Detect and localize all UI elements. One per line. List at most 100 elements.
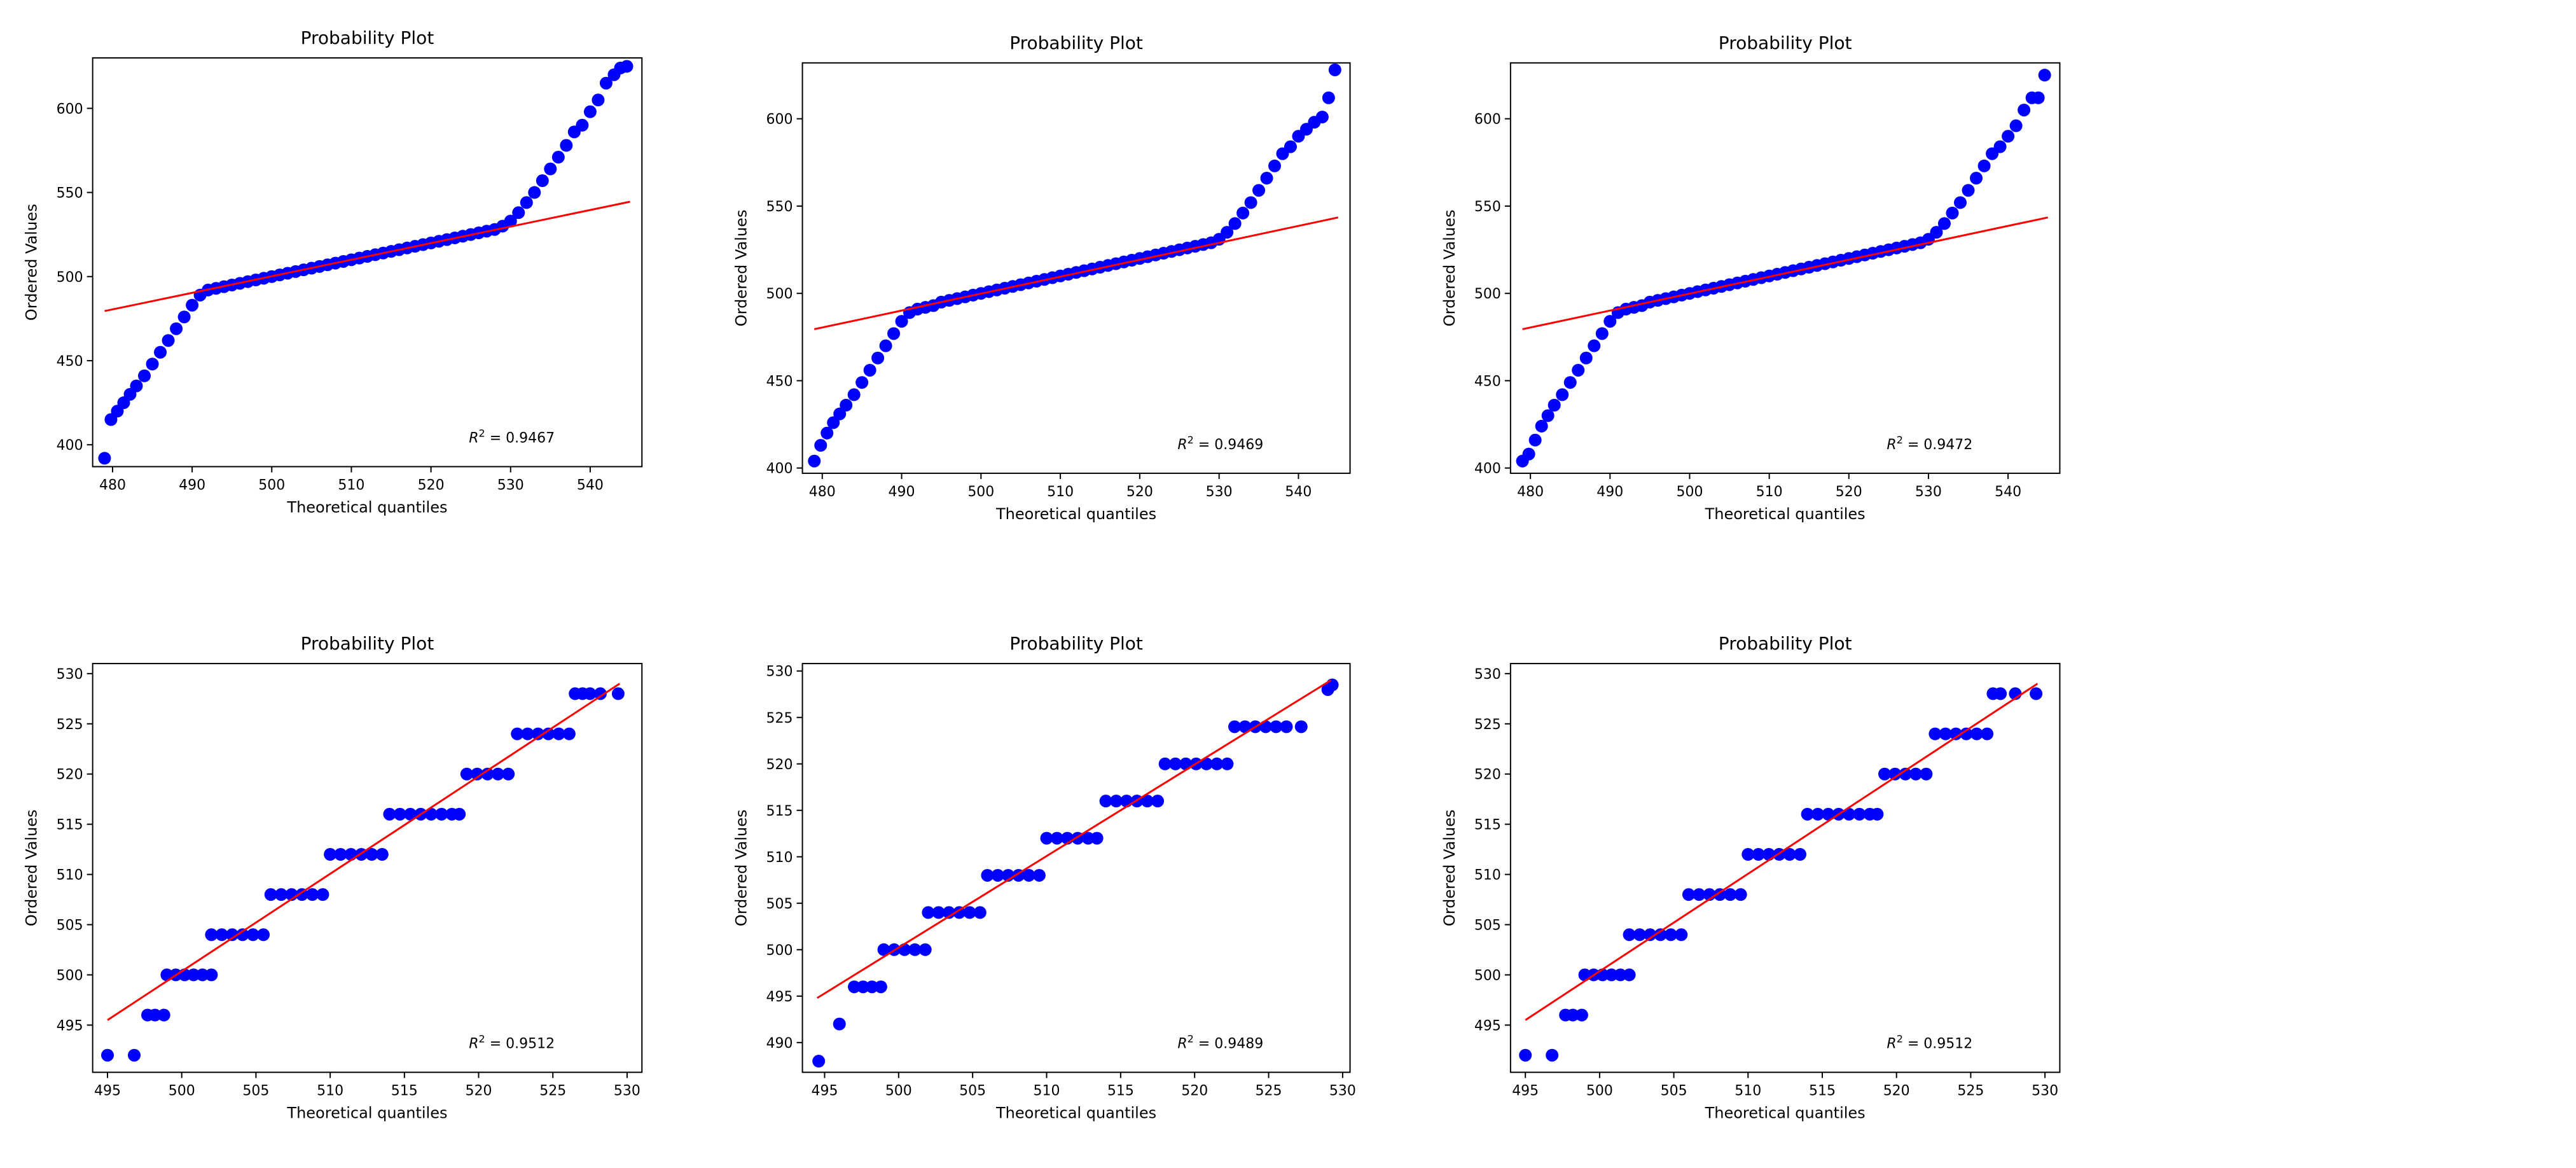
data-point (481, 767, 494, 781)
data-point (1522, 447, 1535, 461)
y-tick-label: 600 (57, 101, 83, 117)
data-point (1236, 206, 1250, 219)
data-point (215, 928, 228, 942)
data-point (1541, 409, 1555, 422)
data-point (1588, 339, 1601, 352)
data-point (186, 298, 199, 312)
data-point (973, 906, 987, 919)
x-tick-label: 505 (959, 1083, 986, 1099)
data-point (1328, 63, 1341, 76)
data-point (814, 439, 828, 452)
data-point (1168, 757, 1182, 770)
data-point (1546, 1048, 1559, 1062)
data-point (1888, 767, 1902, 781)
data-point (1284, 140, 1297, 153)
y-tick-label: 525 (57, 717, 83, 733)
data-point (1228, 720, 1242, 733)
data-point (520, 196, 533, 209)
plot-panel-1: Probability Plot 480 490 500 510 520 530 540 400… (23, 27, 643, 517)
x-tick-label: 495 (94, 1083, 121, 1099)
x-tick-label: 540 (1995, 484, 2021, 500)
data-point (98, 452, 111, 465)
data-point (1994, 687, 2007, 700)
x-tick-label: 510 (1735, 1083, 1761, 1099)
plot-frame (801, 663, 1351, 1073)
data-point (146, 358, 159, 371)
data-point (855, 376, 869, 389)
data-point (1623, 928, 1636, 942)
plot-frame (801, 62, 1351, 474)
data-point (187, 968, 200, 982)
x-tick-label: 490 (1596, 484, 1623, 500)
x-axis-label: Theoretical quantiles (995, 505, 1156, 523)
data-point (531, 727, 544, 740)
data-point (863, 363, 876, 377)
data-point (101, 1048, 114, 1062)
data-point (177, 310, 191, 324)
data-point (1268, 159, 1282, 172)
plot-title: Probability Plot (1719, 32, 1852, 53)
x-tick-label: 510 (1047, 484, 1074, 500)
y-tick-label: 510 (766, 850, 793, 866)
plot-title: Probability Plot (1009, 32, 1143, 53)
data-point (511, 727, 524, 740)
data-point (877, 943, 890, 956)
data-point (275, 888, 288, 901)
data-point (2030, 687, 2043, 700)
y-tick-label: 500 (57, 968, 83, 984)
x-tick-label: 510 (338, 478, 364, 494)
r-squared-annotation: R2 = 0.9467 (469, 428, 555, 447)
plot-frame (92, 663, 643, 1073)
data-point (1909, 767, 1923, 781)
data-point (1970, 172, 1983, 185)
data-point (1032, 868, 1046, 882)
data-point (562, 727, 576, 740)
data-point (592, 94, 605, 107)
data-point (1811, 807, 1824, 821)
data-point (1528, 433, 1542, 447)
data-point (908, 943, 922, 956)
y-tick-label: 550 (57, 186, 83, 202)
x-tick-label: 520 (1181, 1083, 1208, 1099)
data-point (1633, 928, 1646, 942)
y-tick-label: 515 (57, 817, 83, 833)
fit-line (817, 679, 1332, 999)
data-point (879, 339, 892, 352)
data-point (1252, 184, 1266, 197)
plot-title: Probability Plot (301, 633, 434, 654)
x-tick-label: 520 (466, 1083, 492, 1099)
data-point (1221, 226, 1234, 239)
data-point (1693, 888, 1706, 901)
data-point (1566, 1008, 1579, 1022)
data-point (1664, 928, 1677, 942)
data-point (306, 888, 319, 901)
y-tick-label: 550 (766, 199, 793, 215)
data-point (205, 968, 218, 982)
x-tick-label: 500 (258, 478, 285, 494)
data-point (981, 868, 994, 882)
y-tick-label: 495 (57, 1018, 83, 1034)
data-point (1022, 868, 1035, 882)
x-tick-label: 530 (614, 1083, 641, 1099)
y-tick-label: 520 (766, 757, 793, 773)
y-tick-label: 510 (1474, 868, 1501, 884)
data-point (404, 807, 417, 821)
data-point (827, 416, 840, 429)
data-point (1109, 795, 1123, 808)
x-tick-label: 505 (242, 1083, 269, 1099)
data-point (1623, 968, 1636, 982)
x-tick-label: 540 (1285, 484, 1312, 500)
data-point (1871, 807, 1884, 821)
data-point (833, 407, 847, 421)
fit-line (1525, 683, 2039, 1021)
x-tick-label: 520 (418, 478, 445, 494)
data-point (1960, 727, 1973, 740)
plot-title: Probability Plot (1009, 633, 1143, 654)
data-point (1793, 847, 1806, 861)
data-point (324, 847, 337, 861)
data-point (528, 186, 541, 199)
data-point (1040, 831, 1053, 845)
data-point (1575, 1008, 1588, 1022)
data-point (599, 76, 613, 90)
data-point (1614, 968, 1627, 982)
